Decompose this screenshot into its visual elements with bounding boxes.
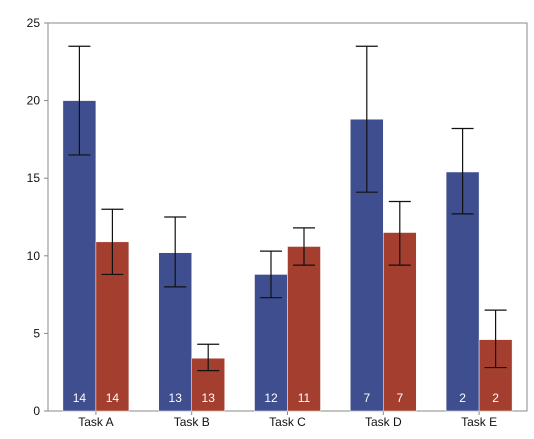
y-tick-label: 10: [27, 249, 41, 263]
y-tick-label: 0: [33, 404, 40, 418]
data-label: 7: [396, 391, 403, 405]
data-label: 13: [202, 391, 216, 405]
x-tick-label: Task A: [78, 415, 113, 429]
data-label: 11: [298, 391, 311, 405]
x-tick-label: Task B: [174, 415, 210, 429]
data-label: 2: [459, 391, 466, 405]
x-tick-label: Task E: [461, 415, 497, 429]
bar: [287, 246, 321, 412]
x-tick-label: Task C: [269, 415, 306, 429]
y-tick-label: 5: [33, 326, 40, 340]
data-label: 7: [363, 391, 370, 405]
y-tick-label: 20: [27, 94, 41, 108]
y-tick-label: 15: [27, 171, 41, 185]
data-label: 14: [106, 391, 120, 405]
data-label: 14: [73, 391, 87, 405]
y-tick-label: 25: [27, 16, 41, 30]
data-label: 12: [264, 391, 278, 405]
data-label: 13: [169, 391, 183, 405]
data-label: 2: [492, 391, 499, 405]
x-tick-label: Task D: [365, 415, 402, 429]
